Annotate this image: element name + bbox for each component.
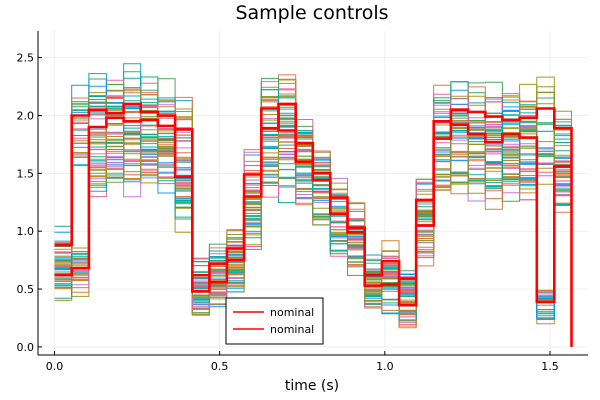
sample-control-line [54, 129, 572, 306]
axes: 0.0 0.5 1.0 1.5 0.0 0.5 1.0 1.5 2.0 2.5 [17, 31, 588, 373]
legend-box [225, 297, 324, 345]
y-tick-label: 2.5 [17, 52, 35, 65]
legend-label: nominal [270, 306, 314, 319]
grid-lines [38, 31, 588, 355]
nominal-line-2 [54, 107, 572, 307]
y-tick-label: 1.0 [17, 225, 35, 238]
x-axis-label: time (s) [285, 378, 339, 394]
y-tick-label: 0.0 [17, 341, 35, 354]
x-tick-label: 1.0 [376, 360, 394, 373]
x-tick-label: 0.5 [211, 360, 229, 373]
y-tick-label: 2.0 [17, 109, 35, 122]
x-tick-label: 0.0 [46, 360, 64, 373]
y-tick-label: 0.5 [17, 283, 35, 296]
y-tick-label: 1.5 [17, 167, 35, 180]
chart-title: Sample controls [235, 2, 388, 24]
nominal-series-group [54, 102, 573, 347]
x-tick-label: 1.5 [541, 360, 559, 373]
legend-label: nominal [270, 323, 314, 336]
legend: nominal nominal [225, 297, 324, 345]
